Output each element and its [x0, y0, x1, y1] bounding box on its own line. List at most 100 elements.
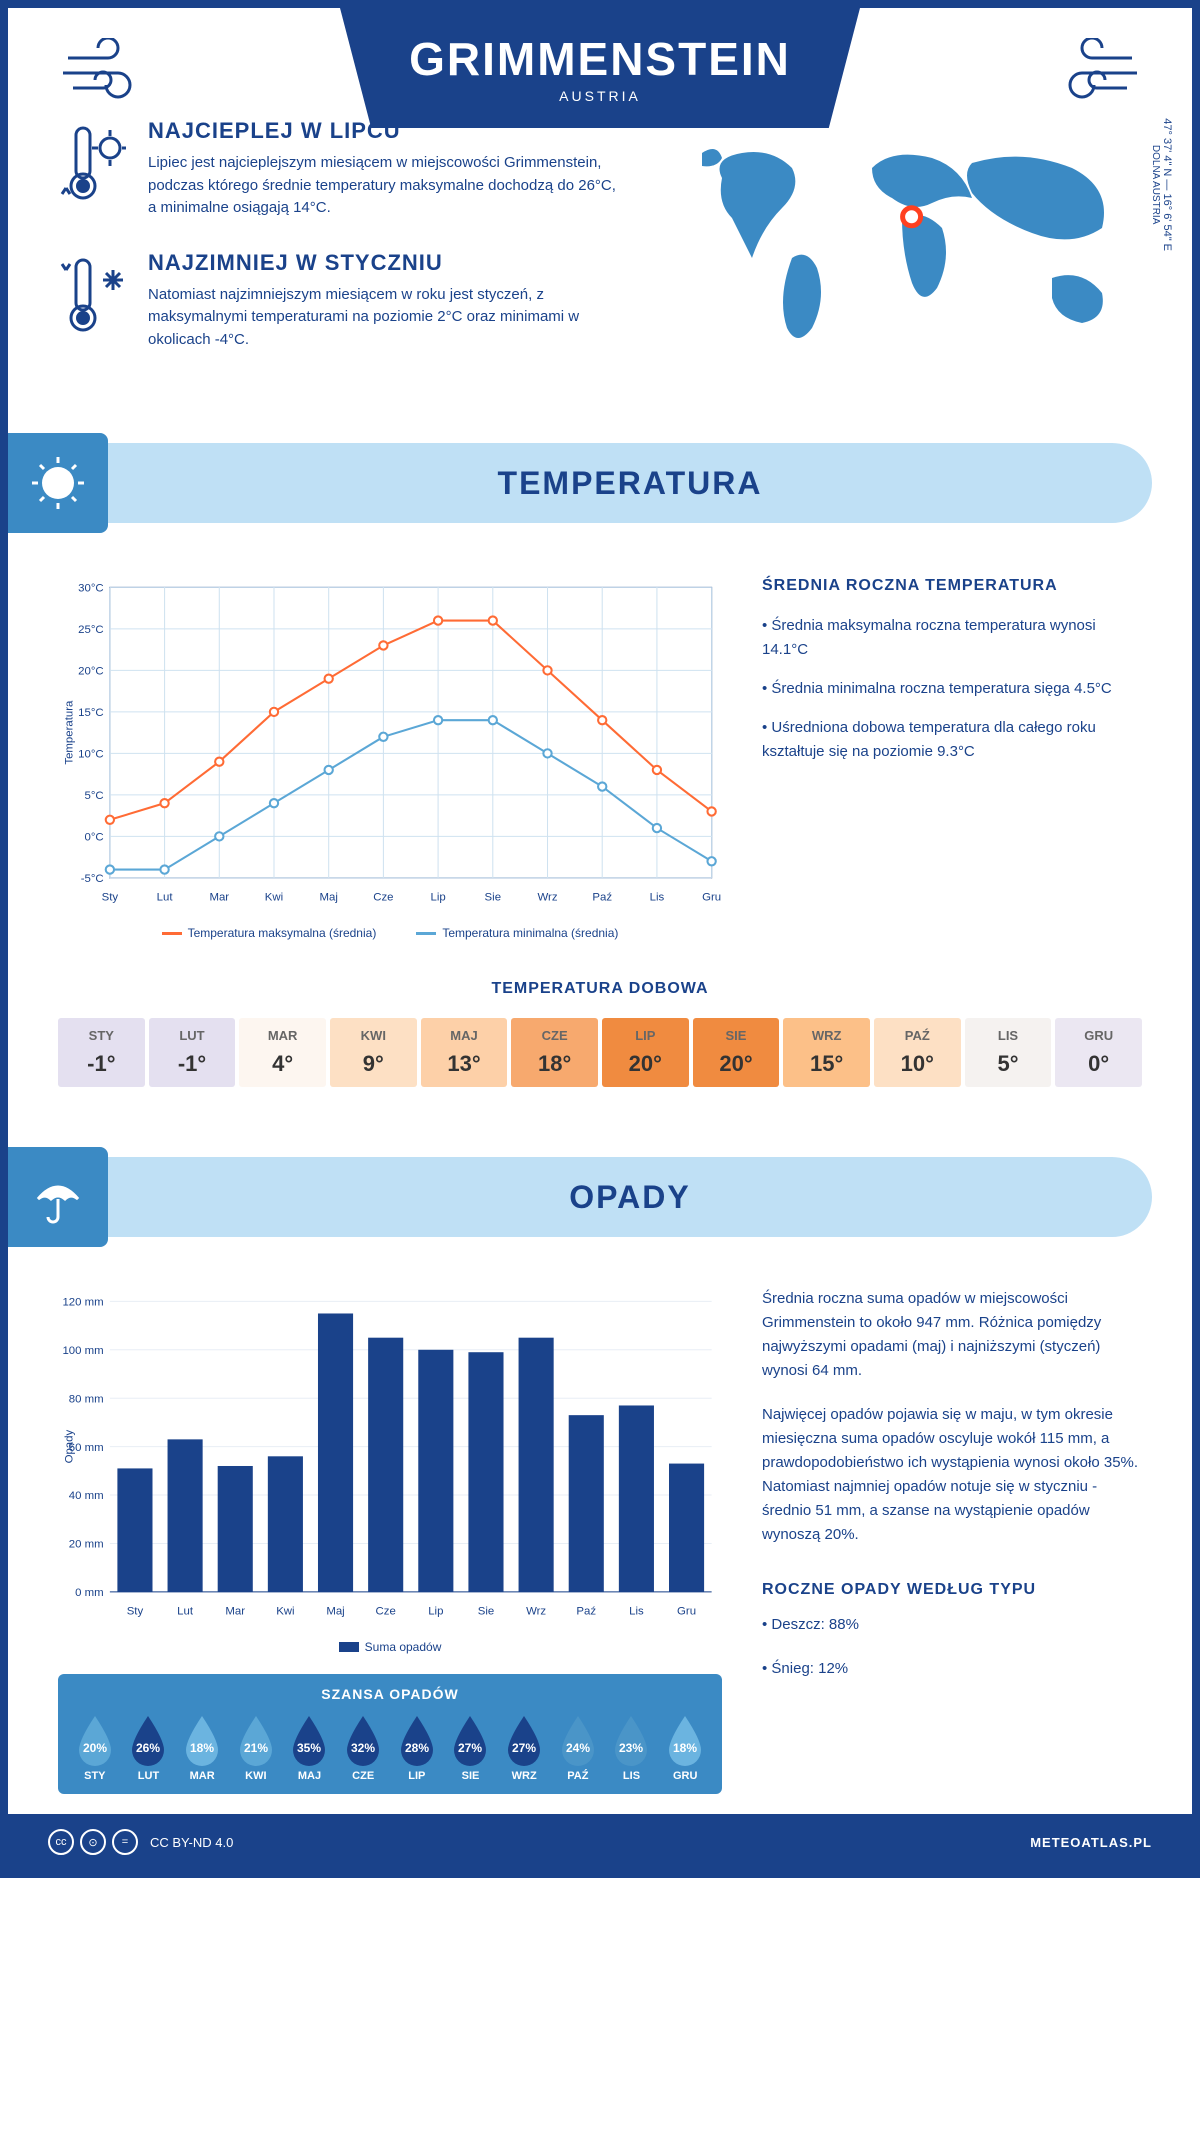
thermometer-hot-icon: [58, 118, 128, 208]
daily-temp-grid: STY-1° LUT-1° MAR4° KWI9° MAJ13° CZE18° …: [58, 1018, 1142, 1087]
precip-text: Średnia roczna suma opadów w miejscowośc…: [762, 1287, 1142, 1794]
country: AUSTRIA: [559, 88, 641, 104]
svg-text:Opady: Opady: [64, 1430, 76, 1464]
daily-temp-cell: CZE18°: [511, 1018, 598, 1087]
svg-text:10°C: 10°C: [78, 749, 104, 761]
section-title-precip: OPADY: [108, 1179, 1152, 1216]
temperature-line-chart: -5°C0°C5°C10°C15°C20°C25°C30°CStyLutMarK…: [58, 573, 722, 913]
svg-text:0°C: 0°C: [84, 832, 103, 844]
chance-drop: 23% LIS: [607, 1712, 657, 1782]
svg-text:Gru: Gru: [677, 1606, 696, 1618]
title-band: GRIMMENSTEIN AUSTRIA: [340, 8, 860, 128]
svg-text:20°C: 20°C: [78, 666, 104, 678]
svg-text:Sty: Sty: [127, 1606, 144, 1618]
svg-text:Lut: Lut: [177, 1606, 194, 1618]
world-map: 47° 37' 4" N — 16° 6' 54" E DOLNA AUSTRI…: [662, 118, 1142, 383]
svg-text:26%: 26%: [136, 1741, 160, 1755]
site-name: METEOATLAS.PL: [1030, 1835, 1152, 1850]
svg-text:Lis: Lis: [629, 1606, 644, 1618]
svg-text:Mar: Mar: [225, 1606, 245, 1618]
city-name: GRIMMENSTEIN: [409, 32, 791, 86]
svg-text:Paź: Paź: [592, 892, 612, 904]
daily-temp-cell: GRU0°: [1055, 1018, 1142, 1087]
precip-type: • Śnieg: 12%: [762, 1657, 1142, 1681]
svg-text:Lip: Lip: [428, 1606, 443, 1618]
precip-type-title: ROCZNE OPADY WEDŁUG TYPU: [762, 1577, 1142, 1603]
svg-text:27%: 27%: [512, 1741, 536, 1755]
svg-text:18%: 18%: [673, 1741, 697, 1755]
header: GRIMMENSTEIN AUSTRIA: [8, 8, 1192, 58]
svg-text:Kwi: Kwi: [276, 1606, 294, 1618]
svg-text:20 mm: 20 mm: [69, 1539, 104, 1551]
chance-drop: 18% MAR: [177, 1712, 227, 1782]
daily-temp-cell: STY-1°: [58, 1018, 145, 1087]
chance-drop: 27% WRZ: [499, 1712, 549, 1782]
daily-temp-cell: KWI9°: [330, 1018, 417, 1087]
section-title-temp: TEMPERATURA: [108, 465, 1152, 502]
nd-icon: =: [112, 1829, 138, 1855]
chance-drop: 28% LIP: [392, 1712, 442, 1782]
svg-text:20%: 20%: [83, 1741, 107, 1755]
svg-text:Maj: Maj: [326, 1606, 344, 1618]
svg-text:Gru: Gru: [702, 892, 721, 904]
svg-text:Lut: Lut: [157, 892, 174, 904]
svg-text:40 mm: 40 mm: [69, 1490, 104, 1502]
cc-icons: cc ⊙ =: [48, 1829, 138, 1855]
fact-cold-text: Natomiast najzimniejszym miesiącem w rok…: [148, 284, 622, 352]
daily-temp-cell: WRZ15°: [783, 1018, 870, 1087]
bar-chart-legend: Suma opadów: [58, 1640, 722, 1654]
chance-title: SZANSA OPADÓW: [70, 1686, 710, 1702]
wind-icon: [58, 38, 158, 118]
daily-temp-cell: MAR4°: [239, 1018, 326, 1087]
daily-temp-cell: PAŹ10°: [874, 1018, 961, 1087]
svg-text:24%: 24%: [566, 1741, 590, 1755]
temp-bullet: • Średnia minimalna roczna temperatura s…: [762, 677, 1142, 701]
chance-drop: 20% STY: [70, 1712, 120, 1782]
temp-summary-title: ŚREDNIA ROCZNA TEMPERATURA: [762, 573, 1142, 599]
svg-text:120 mm: 120 mm: [62, 1297, 103, 1309]
svg-text:Paź: Paź: [576, 1606, 596, 1618]
sun-icon: [8, 433, 108, 533]
svg-text:Lip: Lip: [430, 892, 445, 904]
svg-text:-5°C: -5°C: [81, 873, 104, 885]
chance-drop: 24% PAŹ: [553, 1712, 603, 1782]
svg-text:35%: 35%: [297, 1741, 321, 1755]
precip-para-2: Najwięcej opadów pojawia się w maju, w t…: [762, 1403, 1142, 1547]
svg-text:Cze: Cze: [373, 892, 393, 904]
chance-drop: 32% CZE: [338, 1712, 388, 1782]
svg-text:15°C: 15°C: [78, 707, 104, 719]
daily-temp-cell: MAJ13°: [421, 1018, 508, 1087]
chance-drop: 21% KWI: [231, 1712, 281, 1782]
svg-text:Temperatura: Temperatura: [64, 700, 76, 765]
svg-text:32%: 32%: [351, 1741, 375, 1755]
daily-temp-cell: LUT-1°: [149, 1018, 236, 1087]
footer: cc ⊙ = CC BY-ND 4.0 METEOATLAS.PL: [8, 1814, 1192, 1870]
temp-chart-legend: Temperatura maksymalna (średnia) Tempera…: [58, 926, 722, 940]
svg-text:21%: 21%: [244, 1741, 268, 1755]
fact-cold-title: NAJZIMNIEJ W STYCZNIU: [148, 250, 622, 276]
fact-hot-text: Lipiec jest najcieplejszym miesiącem w m…: [148, 152, 622, 220]
svg-text:Sie: Sie: [485, 892, 502, 904]
svg-text:80 mm: 80 mm: [69, 1393, 104, 1405]
svg-text:Lis: Lis: [650, 892, 665, 904]
umbrella-icon: [8, 1147, 108, 1247]
chance-drop: 18% GRU: [660, 1712, 710, 1782]
precip-type: • Deszcz: 88%: [762, 1613, 1142, 1637]
svg-text:27%: 27%: [458, 1741, 482, 1755]
svg-text:28%: 28%: [405, 1741, 429, 1755]
section-head-temp: TEMPERATURA: [8, 443, 1152, 523]
chance-drop: 35% MAJ: [285, 1712, 335, 1782]
temp-summary: ŚREDNIA ROCZNA TEMPERATURA • Średnia mak…: [762, 573, 1142, 940]
fact-cold: NAJZIMNIEJ W STYCZNIU Natomiast najzimni…: [58, 250, 622, 352]
svg-text:Sty: Sty: [102, 892, 119, 904]
daily-temp-title: TEMPERATURA DOBOWA: [58, 980, 1142, 998]
fact-hot: NAJCIEPLEJ W LIPCU Lipiec jest najcieple…: [58, 118, 622, 220]
svg-text:30°C: 30°C: [78, 583, 104, 595]
svg-text:Mar: Mar: [209, 892, 229, 904]
daily-temp-cell: LIS5°: [965, 1018, 1052, 1087]
svg-text:Wrz: Wrz: [526, 1606, 546, 1618]
svg-text:Wrz: Wrz: [537, 892, 557, 904]
svg-text:Cze: Cze: [376, 1606, 396, 1618]
svg-text:Maj: Maj: [319, 892, 337, 904]
thermometer-cold-icon: [58, 250, 128, 340]
